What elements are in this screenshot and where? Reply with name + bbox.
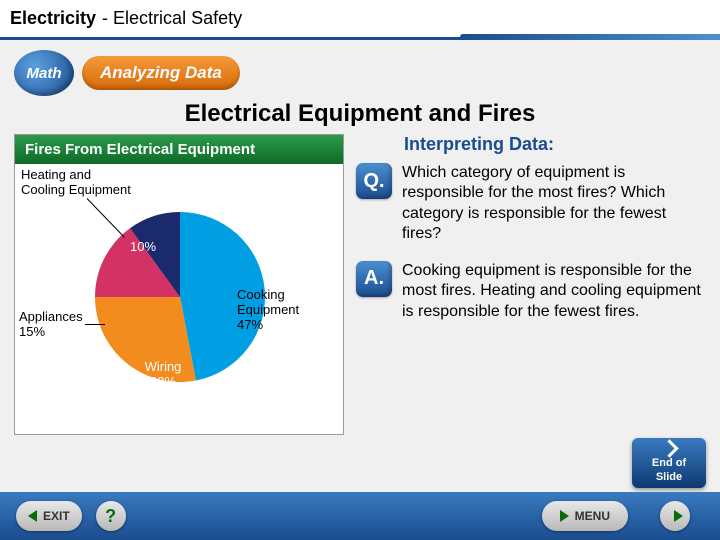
analyzing-data-badge: Analyzing Data: [82, 56, 240, 90]
badge-row: Math Analyzing Data: [14, 50, 720, 96]
slide-header: Electricity - Electrical Safety: [0, 0, 720, 40]
question-text: Which category of equipment is responsib…: [402, 163, 706, 245]
next-button[interactable]: [660, 501, 690, 531]
leader-line: [85, 324, 105, 325]
content-row: Fires From Electrical Equipment Cooking …: [0, 134, 720, 435]
pie-chart-card: Fires From Electrical Equipment Cooking …: [14, 134, 344, 435]
slice-label-heating: Heating and Cooling Equipment: [21, 168, 131, 198]
question-icon: Q.: [356, 163, 392, 199]
footer-bar: EXIT ? x MENU: [0, 492, 720, 540]
slice-label-appliances: Appliances 15%: [19, 310, 83, 340]
header-title: Electricity: [10, 8, 96, 29]
end-of-slide-badge: End of Slide: [632, 438, 706, 488]
menu-icon: [560, 510, 569, 522]
math-badge: Math: [14, 50, 74, 96]
qa-column: Interpreting Data: Q. Which category of …: [356, 134, 706, 435]
exit-button[interactable]: EXIT: [16, 501, 82, 531]
header-subtitle: - Electrical Safety: [102, 8, 242, 29]
slice-label-cooking: Cooking Equipment 47%: [237, 288, 299, 333]
slice-label-wiring: Wiring 28%: [133, 360, 193, 390]
next-icon: [674, 510, 683, 522]
section-title: Interpreting Data:: [404, 134, 706, 155]
answer-text: Cooking equipment is responsible for the…: [402, 261, 706, 322]
answer-block: A. Cooking equipment is responsible for …: [356, 261, 706, 322]
main-title: Electrical Equipment and Fires: [0, 100, 720, 128]
question-block: Q. Which category of equipment is respon…: [356, 163, 706, 245]
exit-icon: [28, 510, 37, 522]
slice-pct-heating: 10%: [130, 240, 156, 255]
help-button[interactable]: ?: [96, 501, 126, 531]
chart-header: Fires From Electrical Equipment: [15, 135, 343, 164]
chart-body: Cooking Equipment 47% Wiring 28% Applian…: [15, 164, 343, 434]
answer-icon: A.: [356, 261, 392, 297]
menu-button[interactable]: MENU: [542, 501, 628, 531]
